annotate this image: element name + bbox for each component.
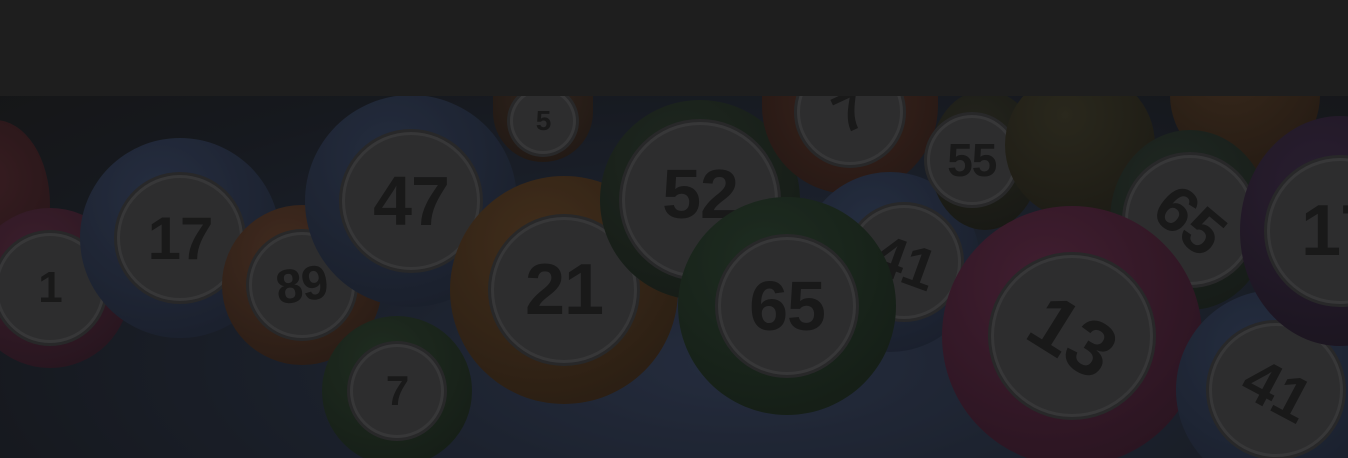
bingo-ball-number: 13: [1012, 275, 1132, 396]
bingo-ball-number: 17: [1300, 191, 1348, 271]
bingo-ball-number: 1: [38, 263, 63, 312]
bingo-ball: 65: [1110, 130, 1270, 310]
bingo-ball-number: 7: [385, 367, 409, 414]
bingo-ball-number: 65: [749, 267, 826, 345]
bingo-ball-number: 21: [524, 250, 604, 330]
bingo-ball-number: 47: [373, 162, 450, 240]
bingo-ball: 41: [1176, 290, 1348, 458]
bingo-ball: 13: [942, 206, 1202, 458]
bingo-ball: 55: [929, 90, 1040, 230]
bingo-ball-number: 41: [1230, 343, 1322, 437]
bingo-ball-number: 5: [535, 105, 552, 136]
bingo-ball: 47: [305, 95, 517, 307]
bingo-ball-number: 55: [947, 134, 997, 186]
bingo-ball-number: 89: [272, 255, 332, 315]
bingo-ball: 65: [678, 197, 896, 415]
bingo-ball: 7: [322, 316, 472, 458]
bingo-ball-number: 17: [147, 204, 214, 272]
top-bar: [0, 0, 1348, 96]
bingo-ball-background: 1 17 89 47 5: [0, 20, 1348, 458]
